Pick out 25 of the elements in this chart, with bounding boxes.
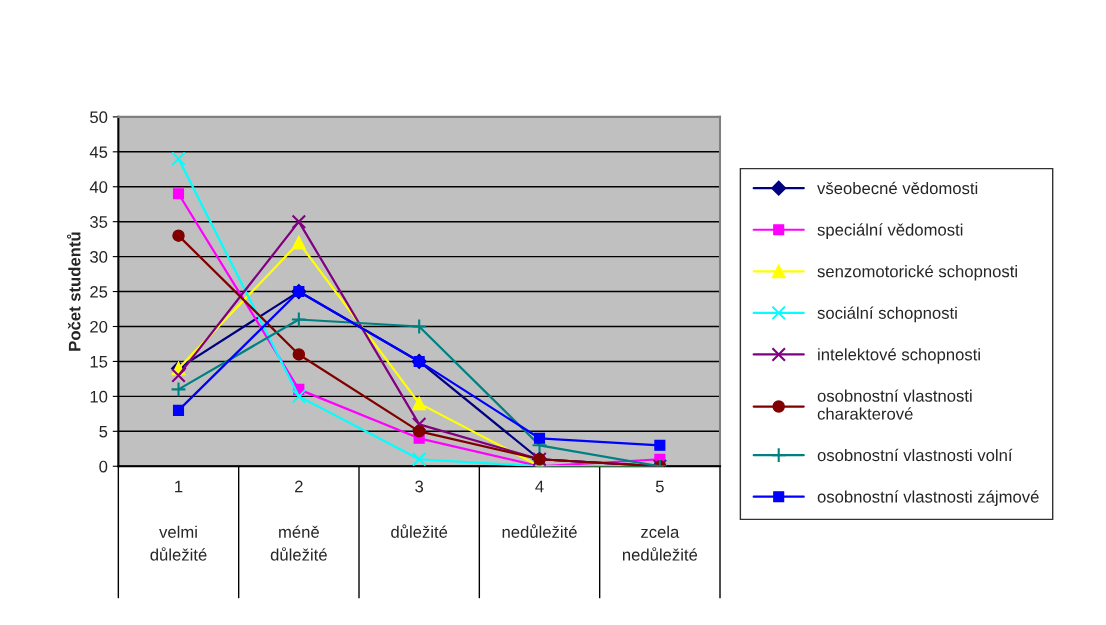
category-label: 1 velmi důležité <box>150 480 207 561</box>
legend-label: intelektové schopnosti <box>818 348 980 364</box>
legend-label: senzomotorické schopnosti <box>817 264 1017 281</box>
legend-label: speciální vědomosti <box>817 223 963 240</box>
y-axis-title: Počet studentů <box>66 232 81 351</box>
category-label: 4 nedůležité <box>502 480 577 538</box>
y-tick-label: 50 <box>90 111 108 124</box>
legend-label: všeobecné vědomosti <box>817 181 978 195</box>
category-label: 2 méně důležité <box>270 480 327 561</box>
y-tick-label: 30 <box>90 251 108 263</box>
legend-label: osobnostní vlastnosti volní <box>817 448 1013 462</box>
y-tick-label: 15 <box>90 356 108 368</box>
y-tick-label: 0 <box>99 460 108 473</box>
y-tick-label: 45 <box>89 146 108 159</box>
legend-label: osobnostní vlastnosti charakterové <box>817 389 972 420</box>
legend-label: sociální schopnosti <box>817 306 957 323</box>
y-tick-label: 25 <box>90 285 108 298</box>
category-label: 5 zcela nedůležité <box>622 480 698 561</box>
y-tick-label: 20 <box>90 320 108 333</box>
category-label: 3 důležité <box>391 480 448 538</box>
legend-label: osobnostní vlastnosti zájmové <box>817 490 1039 506</box>
y-tick-label: 10 <box>90 390 108 403</box>
y-tick-label: 5 <box>99 425 108 438</box>
y-tick-label: 40 <box>89 181 108 193</box>
y-tick-label: 35 <box>90 216 108 228</box>
